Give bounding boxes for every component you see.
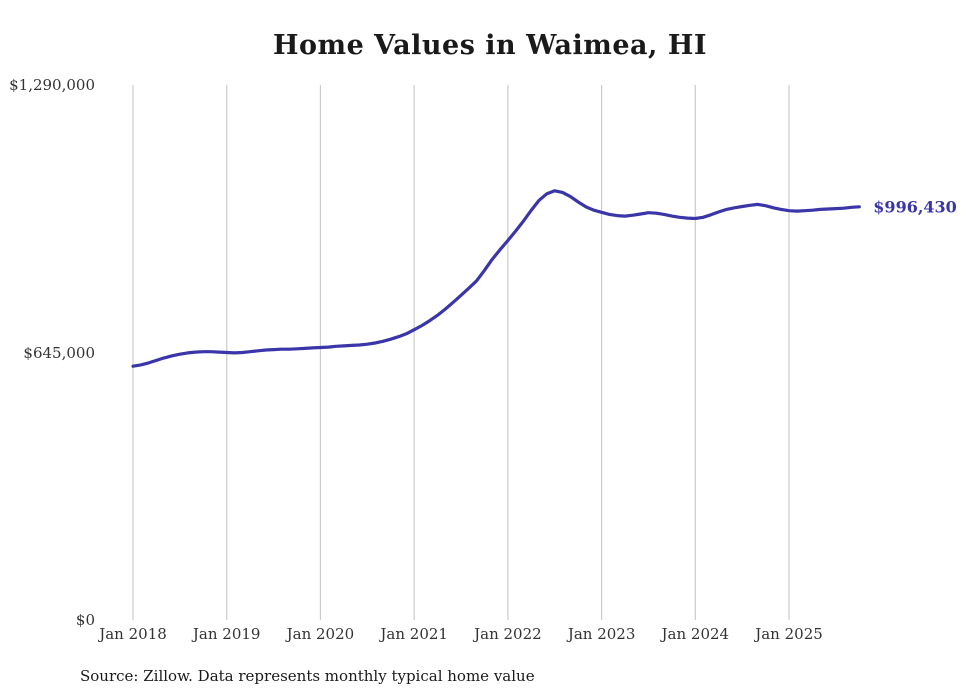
x-tick-label: Jan 2018 (99, 625, 167, 643)
y-tick-label: $0 (75, 611, 95, 629)
source-note: Source: Zillow. Data represents monthly … (80, 667, 535, 685)
x-tick-label: Jan 2023 (567, 625, 636, 643)
y-tick-label: $645,000 (23, 343, 95, 362)
x-tick-label: Jan 2021 (380, 625, 448, 643)
x-tick-label: Jan 2020 (286, 625, 355, 643)
x-tick-label: Jan 2025 (755, 625, 823, 643)
y-tick-label: $1,290,000 (9, 76, 95, 94)
x-tick-label: Jan 2024 (661, 625, 730, 643)
x-tick-label: Jan 2022 (474, 625, 542, 643)
latest-value-label: $996,430 (873, 197, 957, 217)
x-tick-label: Jan 2019 (192, 625, 261, 643)
home-value-line (131, 189, 861, 368)
chart-title: Home Values in Waimea, HI (273, 30, 707, 61)
